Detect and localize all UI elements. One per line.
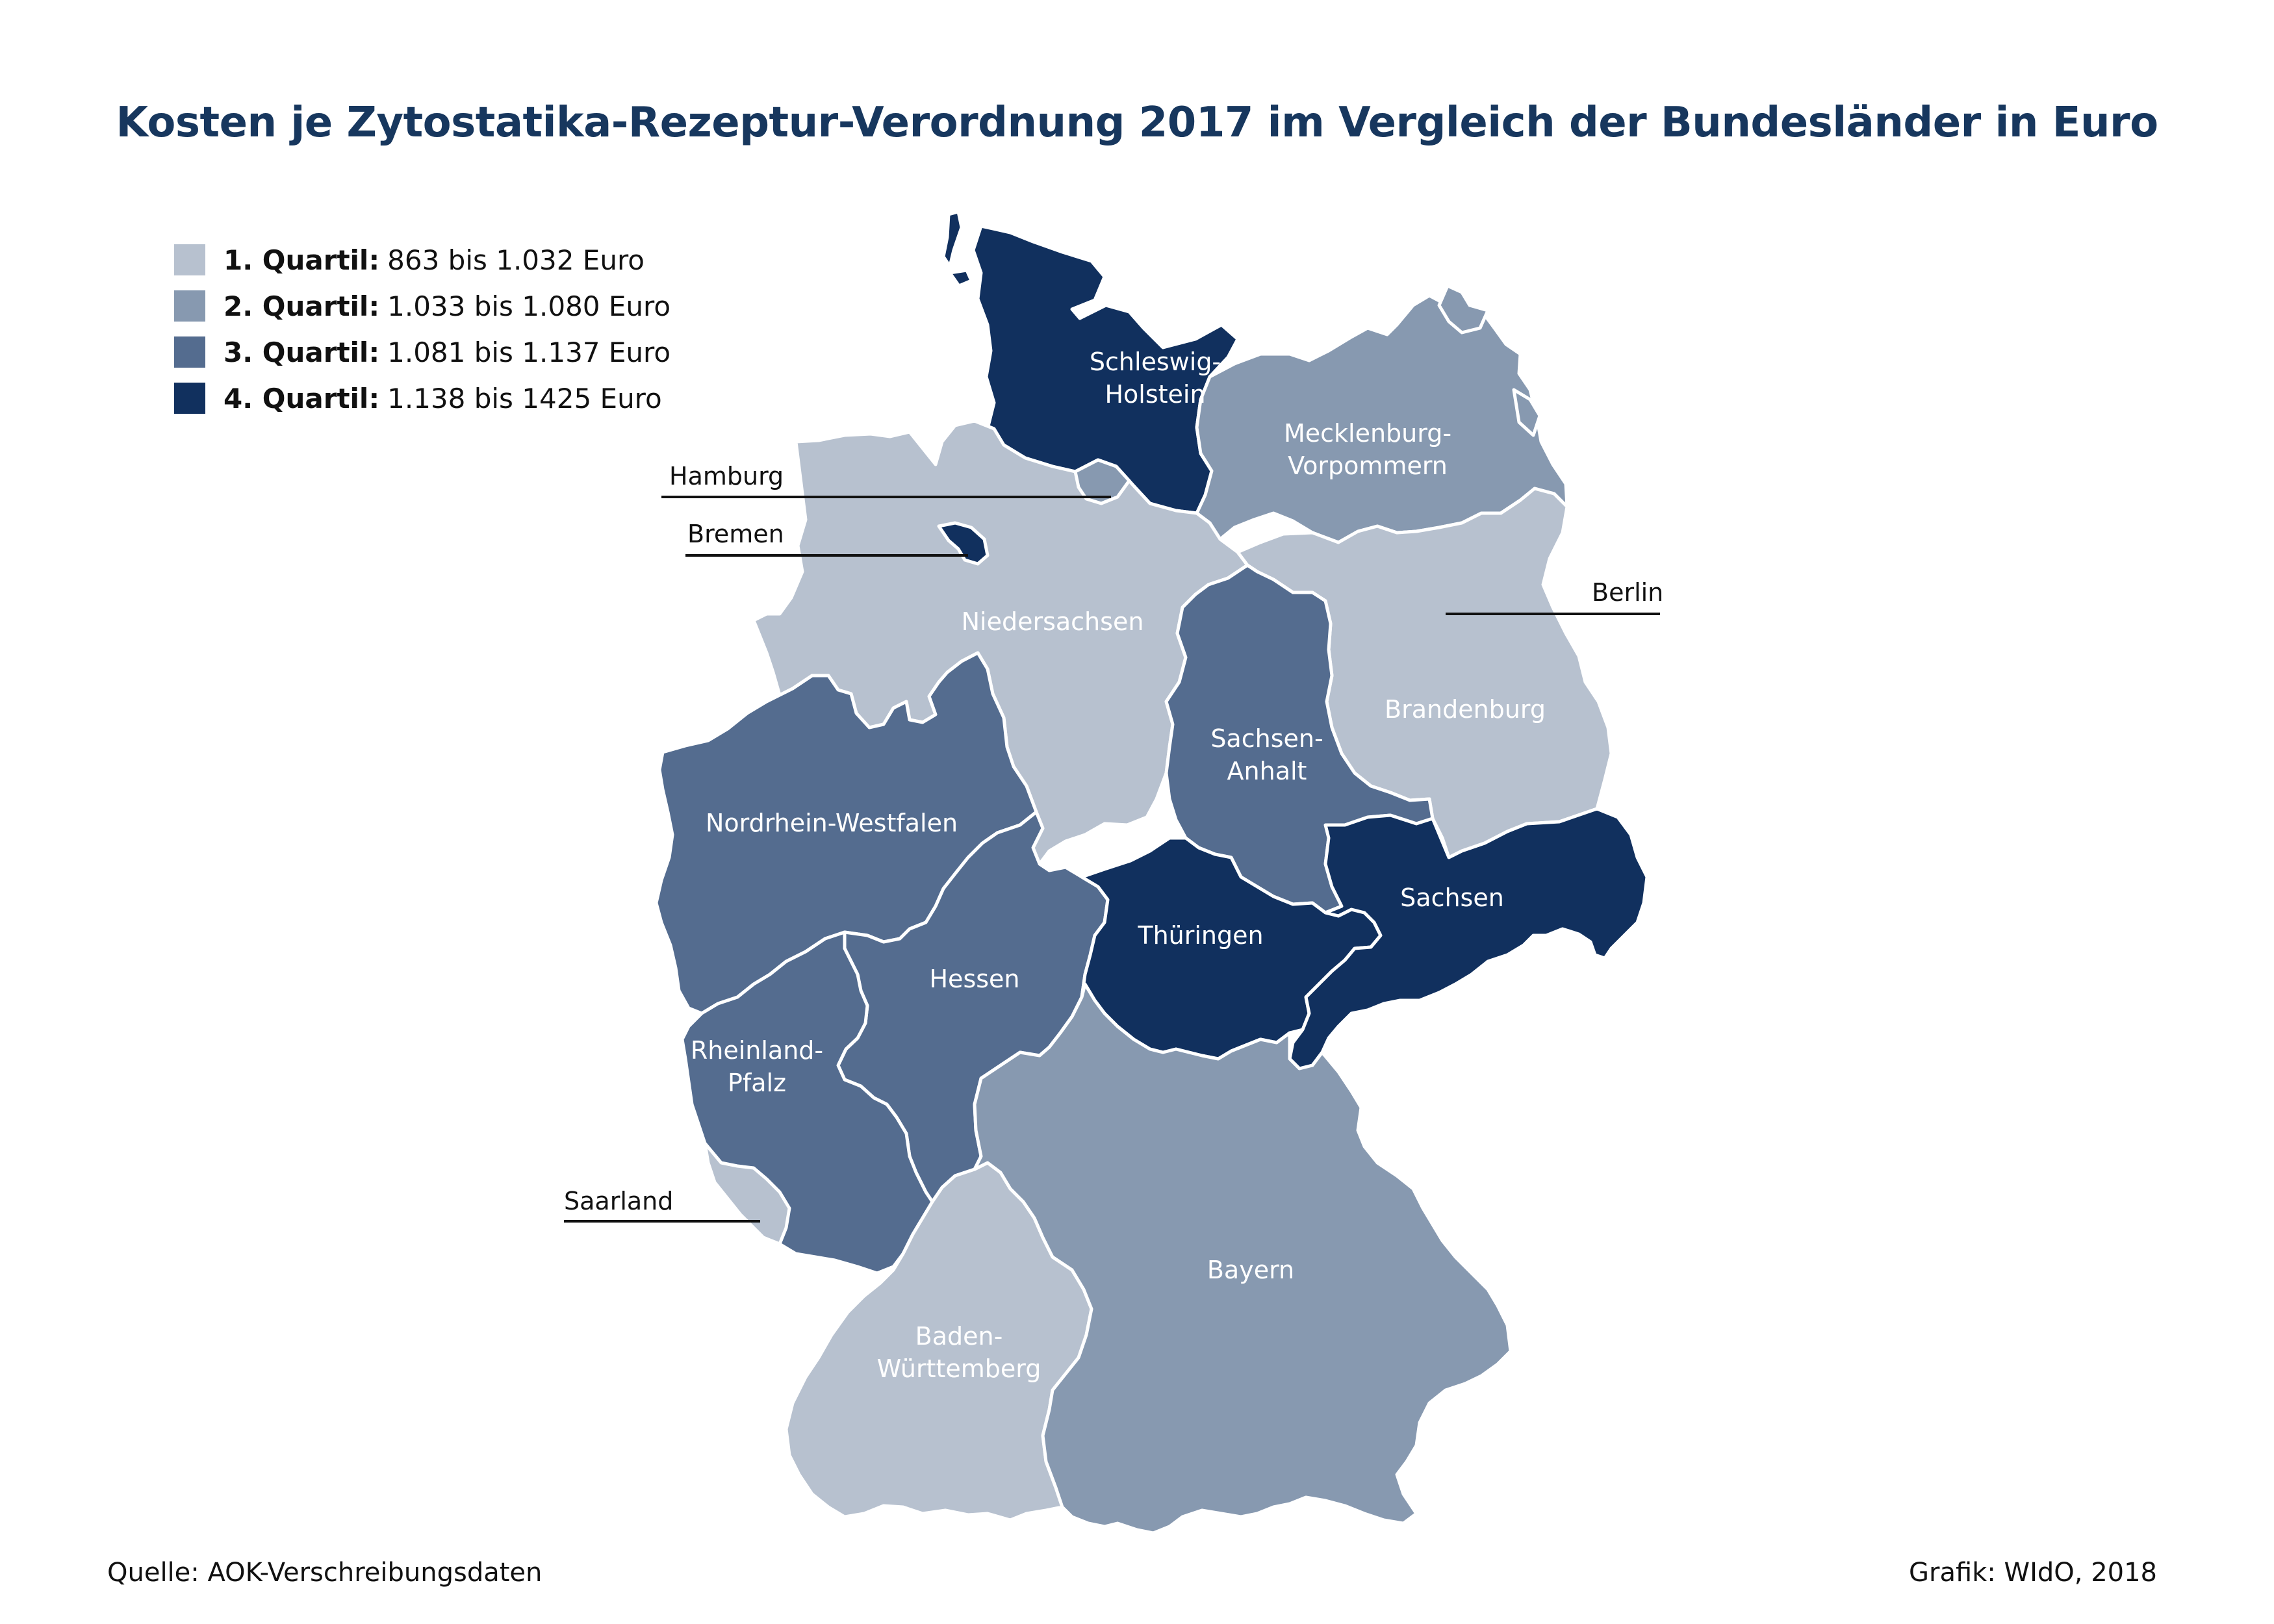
label-rheinland-pfalz-1: Rheinland- [691, 1036, 823, 1065]
state-bayern[interactable] [973, 982, 1513, 1535]
island-usedom [1512, 388, 1542, 437]
label-sachsen-anhalt-1: Sachsen- [1210, 724, 1323, 753]
legend-range-q4: 1.138 bis 1425 Euro [387, 382, 662, 414]
island-ruegen [1437, 284, 1490, 335]
legend-range-q1: 863 bis 1.032 Euro [387, 244, 645, 276]
legend-range-q3: 1.081 bis 1.137 Euro [387, 336, 671, 368]
legend-swatch-q4 [174, 383, 205, 414]
legend-swatch-q1 [174, 244, 205, 275]
label-sachsen-anhalt-2: Anhalt [1227, 757, 1307, 785]
callout-label-bremen: Bremen [687, 520, 784, 548]
legend-item-q3: 3. Quartil: 1.081 bis 1.137 Euro [174, 336, 671, 368]
legend-label-q4: 4. Quartil: [224, 382, 380, 414]
legend-item-q2: 2. Quartil: 1.033 bis 1.080 Euro [174, 290, 671, 322]
label-hessen: Hessen [929, 965, 1019, 993]
label-sachsen: Sachsen [1400, 883, 1504, 912]
legend-swatch-q2 [174, 290, 205, 322]
label-brandenburg: Brandenburg [1385, 695, 1546, 724]
callout-label-saarland: Saarland [564, 1187, 673, 1215]
credit-note: Grafik: WIdO, 2018 [1909, 1558, 2157, 1588]
legend-label-q1: 1. Quartil: [224, 244, 380, 276]
legend-item-q1: 1. Quartil: 863 bis 1.032 Euro [174, 244, 671, 276]
state-sachsen[interactable] [1288, 807, 1649, 1071]
label-schleswig-holstein-2: Holstein [1105, 380, 1205, 409]
label-nordrhein-westfalen: Nordrhein-Westfalen [706, 809, 958, 837]
label-baden-wuerttemberg-1: Baden- [915, 1322, 1003, 1351]
state-saarland[interactable] [703, 1141, 791, 1246]
label-mecklenburg-vorpommern-2: Vorpommern [1288, 451, 1448, 480]
label-bayern: Bayern [1207, 1256, 1294, 1284]
label-schleswig-holstein-1: Schleswig- [1090, 348, 1221, 376]
source-note: Quelle: AOK-Verschreibungsdaten [107, 1558, 543, 1588]
label-baden-wuerttemberg-2: Württemberg [877, 1354, 1041, 1383]
legend-range-q2: 1.033 bis 1.080 Euro [387, 290, 671, 322]
island-sylt [941, 210, 964, 268]
callout-label-hamburg: Hamburg [669, 462, 784, 490]
label-niedersachsen: Niedersachsen [962, 607, 1144, 636]
page-title: Kosten je Zytostatika-Rezeptur-Verordnun… [116, 99, 2158, 147]
label-mecklenburg-vorpommern-1: Mecklenburg- [1284, 419, 1451, 448]
island-foehr [948, 268, 973, 288]
callout-label-berlin: Berlin [1592, 578, 1663, 607]
state-hamburg[interactable] [1073, 458, 1131, 505]
legend-swatch-q3 [174, 336, 205, 368]
legend-item-q4: 4. Quartil: 1.138 bis 1425 Euro [174, 383, 671, 414]
label-rheinland-pfalz-2: Pfalz [728, 1069, 786, 1097]
state-bremen[interactable] [937, 521, 990, 566]
legend-label-q3: 3. Quartil: [224, 336, 380, 368]
label-thueringen: Thüringen [1137, 921, 1263, 950]
legend-label-q2: 2. Quartil: [224, 290, 380, 322]
legend: 1. Quartil: 863 bis 1.032 Euro 2. Quarti… [174, 244, 671, 429]
